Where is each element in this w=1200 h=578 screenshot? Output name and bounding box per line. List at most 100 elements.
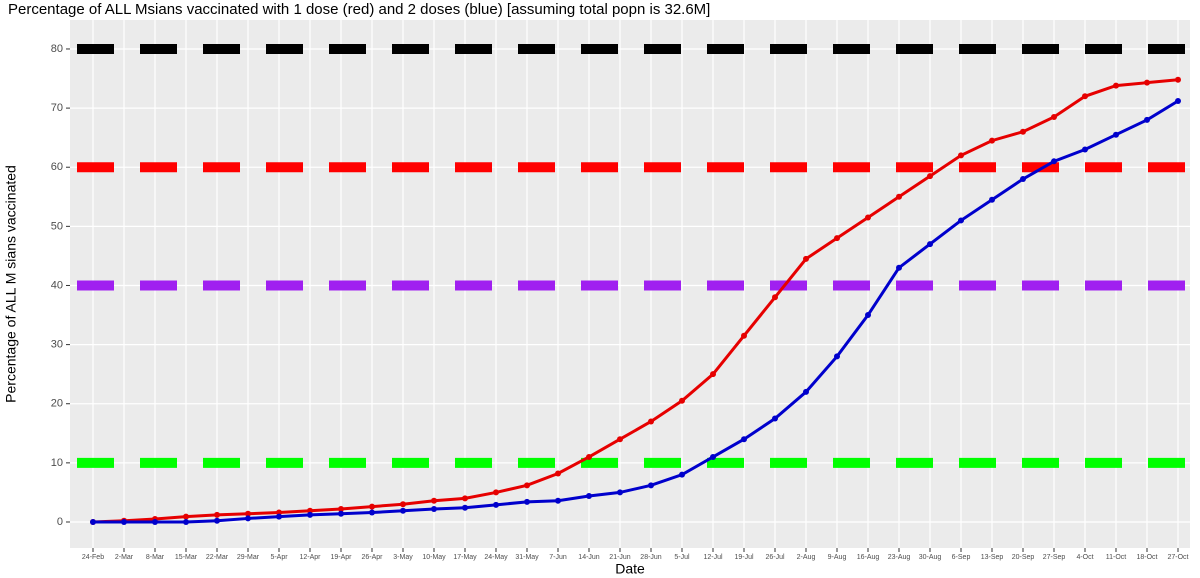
data-point bbox=[183, 518, 189, 525]
data-point bbox=[493, 489, 499, 496]
y-tick-label: 0 bbox=[57, 516, 63, 528]
x-tick-label: 5-Apr bbox=[270, 554, 288, 561]
data-point bbox=[1051, 158, 1057, 165]
x-tick-label: 26-Apr bbox=[361, 554, 383, 561]
chart-title: Percentage of ALL Msians vaccinated with… bbox=[8, 1, 710, 18]
y-tick-label: 40 bbox=[51, 279, 63, 291]
x-tick-label: 14-Jun bbox=[578, 554, 600, 561]
data-point bbox=[555, 497, 561, 504]
x-tick-label: 12-Jul bbox=[703, 554, 723, 561]
data-point bbox=[772, 415, 778, 422]
data-point bbox=[741, 436, 747, 443]
x-tick-label: 19-Apr bbox=[330, 554, 352, 561]
x-tick-label: 26-Jul bbox=[765, 554, 785, 561]
x-tick-label: 6-Sep bbox=[952, 554, 971, 561]
x-tick-label: 3-May bbox=[393, 554, 413, 561]
data-point bbox=[462, 495, 468, 502]
y-tick-label: 70 bbox=[51, 102, 63, 114]
data-point bbox=[214, 511, 220, 518]
x-tick-label: 15-Mar bbox=[175, 554, 198, 561]
data-point bbox=[1051, 113, 1057, 120]
data-point bbox=[400, 507, 406, 514]
x-tick-label: 16-Aug bbox=[857, 554, 880, 561]
data-point bbox=[214, 517, 220, 524]
data-point bbox=[617, 436, 623, 443]
data-point bbox=[1175, 98, 1181, 105]
x-tick-label: 30-Aug bbox=[919, 554, 942, 561]
data-point bbox=[338, 510, 344, 517]
y-tick-label: 60 bbox=[51, 161, 63, 173]
data-point bbox=[276, 509, 282, 516]
data-point bbox=[710, 453, 716, 460]
x-tick-label: 21-Jun bbox=[609, 554, 631, 561]
data-point bbox=[586, 453, 592, 460]
data-point bbox=[245, 510, 251, 517]
x-tick-label: 2-Aug bbox=[797, 554, 816, 561]
data-point bbox=[1113, 131, 1119, 138]
data-point bbox=[1144, 79, 1150, 86]
y-tick-label: 20 bbox=[51, 398, 63, 410]
data-point bbox=[183, 513, 189, 520]
data-point bbox=[958, 152, 964, 159]
data-point bbox=[772, 294, 778, 301]
data-point bbox=[1175, 76, 1181, 83]
y-tick-label: 30 bbox=[51, 339, 63, 351]
data-point bbox=[1020, 128, 1026, 135]
series-line bbox=[92, 78, 1179, 524]
data-point bbox=[865, 214, 871, 221]
data-point bbox=[927, 173, 933, 180]
x-tick-label: 20-Sep bbox=[1012, 554, 1035, 561]
data-point bbox=[896, 193, 902, 200]
x-tick-label: 27-Oct bbox=[1167, 554, 1188, 561]
data-point bbox=[1144, 116, 1150, 123]
data-point bbox=[958, 217, 964, 224]
data-point bbox=[307, 511, 313, 518]
data-point bbox=[431, 505, 437, 512]
x-tick-label: 7-Jun bbox=[549, 554, 567, 561]
data-point bbox=[586, 492, 592, 499]
x-tick-label: 28-Jun bbox=[640, 554, 662, 561]
data-point bbox=[555, 470, 561, 477]
data-point bbox=[617, 489, 623, 496]
data-point bbox=[524, 482, 530, 489]
x-tick-label: 10-May bbox=[422, 554, 446, 561]
y-tick-label: 50 bbox=[51, 220, 63, 232]
y-tick-label: 80 bbox=[51, 43, 63, 55]
x-tick-label: 19-Jul bbox=[734, 554, 754, 561]
x-tick-label: 29-Mar bbox=[237, 554, 260, 561]
data-point bbox=[1082, 93, 1088, 100]
data-point bbox=[1113, 82, 1119, 89]
data-point bbox=[90, 518, 96, 525]
data-point bbox=[648, 482, 654, 489]
x-axis-label: Date bbox=[615, 561, 645, 577]
x-tick-label: 8-Mar bbox=[146, 554, 165, 561]
data-point bbox=[338, 505, 344, 512]
data-point bbox=[1020, 176, 1026, 183]
x-tick-label: 2-Mar bbox=[115, 554, 134, 561]
x-tick-label: 11-Oct bbox=[1106, 554, 1127, 561]
data-point bbox=[152, 518, 158, 525]
series-line bbox=[93, 99, 1179, 524]
data-point bbox=[493, 501, 499, 508]
x-tick-label: 13-Sep bbox=[981, 554, 1004, 561]
x-tick-label: 24-Feb bbox=[82, 554, 104, 561]
data-point bbox=[369, 503, 375, 510]
x-tick-label: 5-Jul bbox=[674, 554, 690, 561]
x-tick-label: 27-Sep bbox=[1043, 554, 1066, 561]
data-point bbox=[710, 371, 716, 378]
x-tick-label: 18-Oct bbox=[1136, 554, 1157, 561]
x-tick-label: 31-May bbox=[515, 554, 539, 561]
y-axis-label: Percentage of ALL M sians vaccinated bbox=[3, 165, 19, 403]
data-point bbox=[927, 241, 933, 248]
data-point bbox=[741, 332, 747, 339]
x-tick-label: 17-May bbox=[453, 554, 477, 561]
data-point bbox=[989, 137, 995, 144]
data-point bbox=[431, 497, 437, 504]
data-point bbox=[524, 498, 530, 505]
x-tick-label: 9-Aug bbox=[828, 554, 847, 561]
x-tick-label: 23-Aug bbox=[888, 554, 911, 561]
data-point bbox=[679, 471, 685, 478]
x-tick-label: 22-Mar bbox=[206, 554, 229, 561]
data-point bbox=[803, 255, 809, 262]
